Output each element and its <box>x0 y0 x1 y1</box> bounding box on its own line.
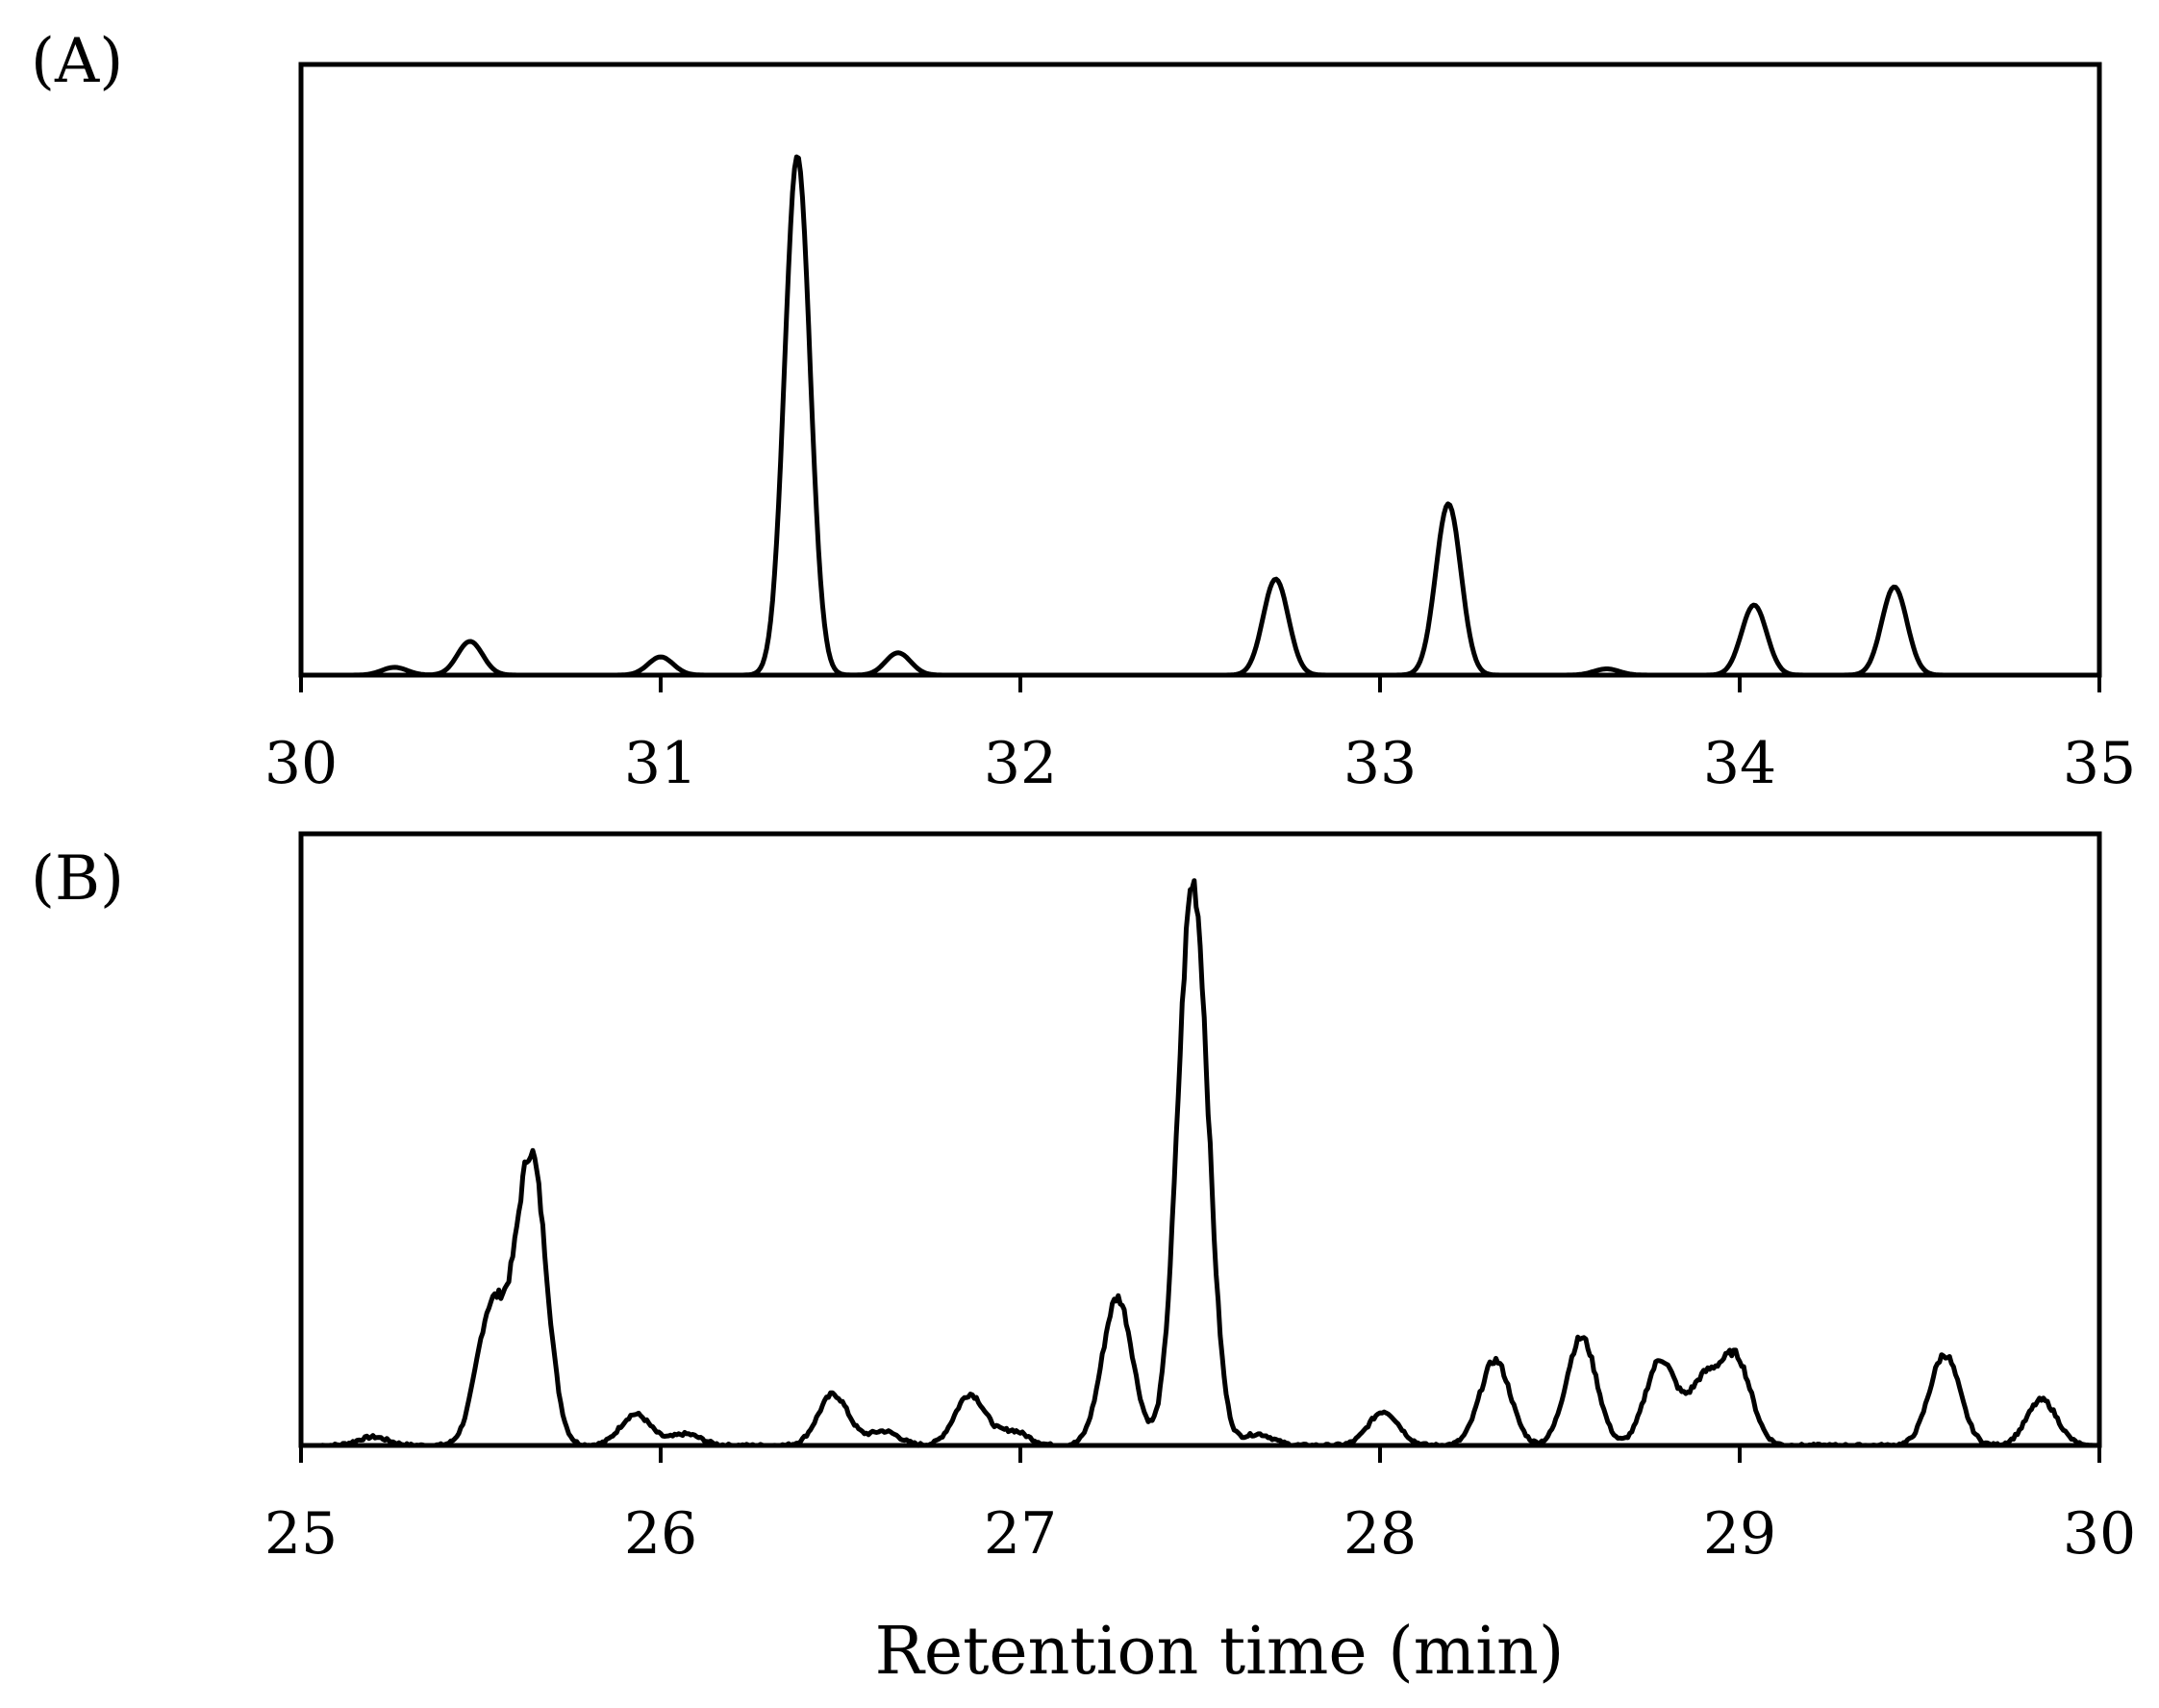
panel-b-tick-label: 30 <box>2063 1500 2136 1568</box>
panel-a-tick-label: 34 <box>1703 730 1776 797</box>
x-axis-title: Retention time (min) <box>875 1614 1565 1690</box>
panel-b: (B) 25 26 27 28 29 30 Retention time (mi… <box>31 831 2136 1690</box>
panel-a-label: (A) <box>31 26 123 97</box>
panel-b-tick-label: 29 <box>1703 1500 1776 1568</box>
panel-b-tick-label: 25 <box>264 1500 338 1568</box>
panel-a-tick-label: 33 <box>1343 730 1417 797</box>
panel-a: (A) 30 31 32 33 34 35 <box>31 26 2136 797</box>
panel-b-plot-frame <box>298 831 2102 1448</box>
panel-b-tick-label: 28 <box>1343 1500 1417 1568</box>
panel-a-x-axis: 30 31 32 33 34 35 <box>264 675 2136 797</box>
panel-b-label: (B) <box>31 843 124 915</box>
panel-a-trace <box>298 154 2102 678</box>
panel-a-plot-frame <box>298 62 2102 678</box>
panel-b-trace <box>298 878 2102 1448</box>
panel-b-tick-label: 27 <box>984 1500 1057 1568</box>
panel-a-tick-label: 35 <box>2063 730 2136 797</box>
panel-a-tick-label: 30 <box>264 730 338 797</box>
panel-b-tick-label: 26 <box>624 1500 697 1568</box>
panel-a-tick-label: 32 <box>984 730 1057 797</box>
panel-b-x-axis: 25 26 27 28 29 30 <box>264 1445 2136 1568</box>
panel-a-tick-label: 31 <box>624 730 697 797</box>
